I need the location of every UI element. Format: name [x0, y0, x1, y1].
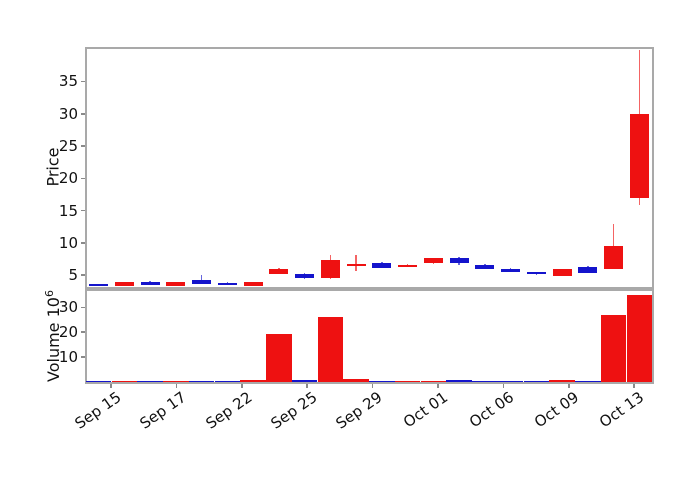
x-tick-label: Sep 17: [136, 388, 190, 433]
volume-ytick-label: 30: [58, 298, 78, 317]
candle-body: [501, 268, 520, 272]
volume-bar: [549, 379, 575, 382]
volume-bar: [240, 379, 266, 382]
price-ytick-label: 25: [58, 137, 78, 156]
volume-bar: [111, 381, 137, 382]
volume-bar: [317, 316, 343, 382]
candle-body: [320, 260, 340, 279]
candle-body: [269, 268, 289, 274]
volume-bar: [523, 380, 549, 382]
candle-body: [398, 264, 417, 267]
price-ytick-label: 35: [58, 72, 78, 91]
volume-bar: [497, 380, 524, 382]
volume-bar: [446, 380, 472, 382]
candle-body: [372, 262, 392, 268]
volume-bar: [472, 380, 498, 382]
candle-body: [526, 272, 546, 275]
x-tick-label: Sep 29: [332, 388, 386, 433]
volume-ytick-mark: [81, 356, 85, 358]
x-tick-label: Oct 09: [531, 388, 583, 432]
price-ytick-mark: [81, 209, 85, 212]
volume-bar: [137, 381, 163, 382]
volume-ytick-mark: [81, 306, 85, 309]
x-tick-mark: [633, 384, 635, 388]
candle-wick: [200, 275, 203, 284]
x-tick-mark: [502, 384, 505, 388]
candle-body: [140, 281, 160, 285]
candle-body: [449, 258, 469, 264]
price-ytick-mark: [81, 80, 85, 83]
candle-body: [295, 273, 314, 279]
candle-body: [629, 113, 649, 199]
volume-axis-exponent: 6: [42, 290, 56, 298]
volume-bar: [369, 380, 395, 382]
x-tick-mark: [241, 384, 243, 388]
volume-bar: [343, 379, 369, 382]
volume-bar: [291, 380, 318, 382]
candle-body: [243, 282, 263, 286]
candle-body: [475, 264, 495, 270]
price-ytick-label: 5: [68, 266, 78, 285]
price-ytick-label: 20: [58, 169, 78, 188]
x-tick-mark: [568, 384, 570, 388]
x-tick-mark: [437, 384, 439, 388]
price-panel: [85, 47, 654, 289]
volume-bar: [600, 314, 627, 382]
candle-body: [114, 282, 134, 286]
price-ytick-mark: [81, 274, 85, 276]
candle-body: [423, 258, 443, 264]
x-tick-mark: [306, 384, 308, 388]
x-tick-label: Oct 13: [596, 388, 648, 432]
volume-panel: [85, 289, 654, 384]
volume-ytick-label: 20: [58, 323, 78, 342]
volume-bar: [85, 381, 112, 382]
price-ytick-mark: [81, 242, 85, 244]
candle-body: [192, 280, 211, 284]
x-tick-mark: [175, 384, 178, 388]
volume-bar: [575, 380, 601, 382]
candle-body: [578, 266, 598, 273]
volume-ytick-label: 10: [58, 347, 78, 366]
candle-body: [552, 269, 572, 276]
volume-bar: [188, 380, 215, 382]
price-ytick-mark: [81, 177, 85, 180]
candle-body: [89, 283, 108, 286]
candle-body: [217, 282, 237, 285]
price-ytick-label: 15: [58, 201, 78, 220]
x-tick-label: Oct 06: [465, 388, 517, 432]
volume-bar: [163, 381, 189, 382]
x-tick-label: Sep 22: [202, 388, 256, 433]
x-tick-mark: [110, 384, 112, 388]
price-ytick-mark: [81, 113, 85, 115]
candle-body: [166, 282, 186, 286]
x-tick-label: Oct 01: [400, 388, 452, 432]
x-tick-label: Sep 25: [267, 388, 321, 433]
volume-bar: [626, 295, 652, 382]
volume-bar: [420, 380, 446, 382]
x-tick-mark: [371, 384, 374, 388]
price-ytick-label: 30: [58, 104, 78, 123]
volume-ytick-mark: [81, 331, 85, 333]
candle-wick: [355, 255, 357, 272]
volume-bar: [266, 333, 292, 382]
candle-body: [604, 245, 623, 269]
price-ytick-mark: [81, 145, 85, 147]
volume-bar: [394, 380, 421, 382]
x-tick-label: Sep 15: [71, 388, 125, 433]
candle-body: [346, 263, 366, 266]
volume-bar: [214, 381, 240, 382]
price-ytick-label: 10: [58, 233, 78, 252]
